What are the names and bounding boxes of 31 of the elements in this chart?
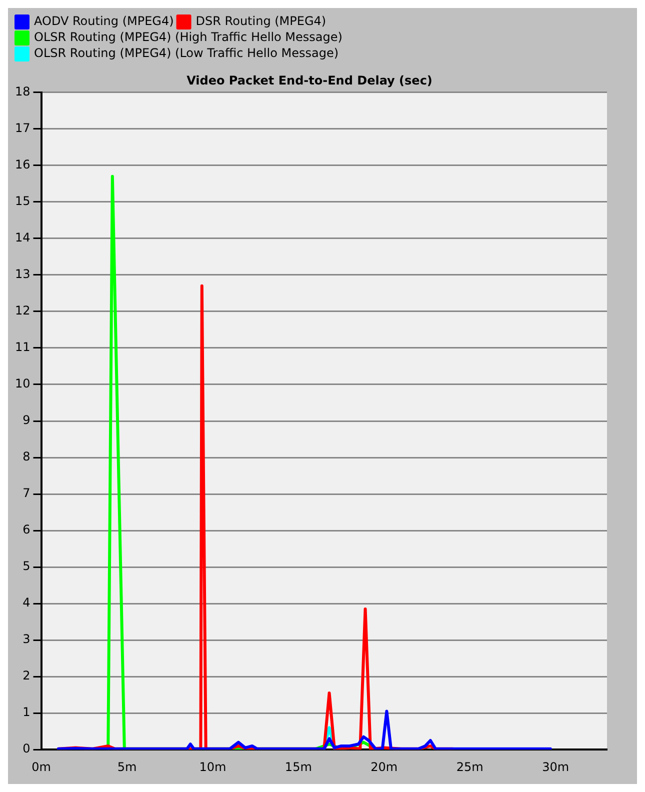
legend-label: AODV Routing (MPEG4): [34, 14, 174, 28]
legend-label: DSR Routing (MPEG4): [196, 14, 326, 28]
y-tick-label: 0: [22, 742, 30, 756]
chart-title: Video Packet End-to-End Delay (sec): [186, 73, 432, 88]
x-tick-label: 25m: [456, 760, 484, 774]
y-tick-label: 6: [22, 522, 30, 537]
y-tick-label: 10: [14, 376, 30, 391]
y-tick-label: 7: [22, 486, 30, 500]
y-tick-label: 15: [14, 194, 30, 208]
x-tick-label: 20m: [370, 760, 398, 774]
y-tick-label: 14: [14, 230, 30, 245]
y-tick-label: 2: [22, 668, 30, 683]
legend-label: OLSR Routing (MPEG4) (Low Traffic Hello Message): [34, 46, 339, 60]
y-tick-label: 17: [14, 121, 30, 136]
x-tick-label: 5m: [117, 760, 137, 774]
y-tick-label: 18: [14, 84, 30, 99]
y-tick-label: 9: [22, 413, 30, 428]
x-tick-label: 30m: [542, 760, 570, 774]
y-tick-label: 12: [14, 304, 30, 318]
y-tick-label: 16: [14, 158, 30, 172]
y-tick-label: 8: [22, 450, 30, 464]
x-tick-label: 15m: [284, 760, 312, 774]
y-tick-label: 4: [22, 596, 30, 610]
legend-label: OLSR Routing (MPEG4) (High Traffic Hello Message): [34, 30, 342, 44]
y-tick-label: 11: [14, 340, 30, 354]
y-tick-label: 3: [22, 632, 30, 646]
x-tick-label: 0m: [32, 760, 51, 774]
y-tick-label: 1: [22, 705, 30, 720]
y-tick-label: 5: [22, 559, 30, 574]
x-tick-label: 10m: [199, 760, 226, 774]
y-tick-label: 13: [14, 267, 30, 282]
